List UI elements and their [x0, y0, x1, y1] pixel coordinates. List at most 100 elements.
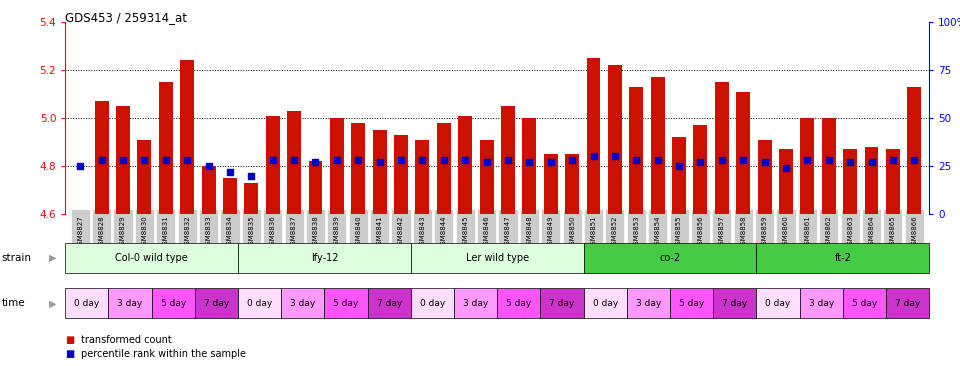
- Bar: [757, 140, 772, 214]
- Point: [821, 157, 836, 163]
- Text: 7 day: 7 day: [895, 299, 921, 308]
- Bar: [308, 161, 323, 214]
- Bar: [330, 118, 344, 214]
- Text: 3 day: 3 day: [636, 299, 661, 308]
- Point: [350, 157, 366, 163]
- Text: 3 day: 3 day: [290, 299, 316, 308]
- Text: 0 day: 0 day: [592, 299, 618, 308]
- Bar: [351, 123, 365, 214]
- Bar: [180, 60, 194, 214]
- Text: 0 day: 0 day: [74, 299, 100, 308]
- Bar: [780, 149, 793, 214]
- Point: [286, 157, 301, 163]
- Text: 3 day: 3 day: [463, 299, 489, 308]
- Text: 3 day: 3 day: [808, 299, 834, 308]
- Bar: [801, 118, 814, 214]
- Text: 5 day: 5 day: [852, 299, 877, 308]
- Text: 5 day: 5 day: [506, 299, 532, 308]
- Text: ■: ■: [65, 335, 75, 345]
- Point: [800, 157, 815, 163]
- Point: [671, 163, 686, 169]
- Point: [329, 157, 345, 163]
- Text: ft-2: ft-2: [834, 253, 852, 263]
- Point: [158, 157, 174, 163]
- Bar: [202, 166, 215, 214]
- Bar: [287, 111, 301, 214]
- Point: [756, 159, 772, 165]
- Text: co-2: co-2: [660, 253, 681, 263]
- Point: [94, 157, 109, 163]
- Bar: [886, 149, 900, 214]
- Point: [415, 157, 430, 163]
- Point: [458, 157, 473, 163]
- Text: time: time: [2, 298, 26, 309]
- Bar: [158, 82, 173, 214]
- Bar: [907, 87, 922, 214]
- Bar: [480, 140, 493, 214]
- Text: 7 day: 7 day: [204, 299, 229, 308]
- Text: 5 day: 5 day: [679, 299, 705, 308]
- Point: [564, 157, 580, 163]
- Bar: [501, 106, 515, 214]
- Point: [586, 154, 601, 160]
- Bar: [395, 135, 408, 214]
- Point: [372, 159, 387, 165]
- Bar: [416, 140, 429, 214]
- Point: [394, 157, 409, 163]
- Bar: [651, 77, 664, 214]
- Text: 7 day: 7 day: [549, 299, 575, 308]
- Point: [500, 157, 516, 163]
- Bar: [95, 101, 108, 214]
- Bar: [693, 125, 708, 214]
- Bar: [736, 92, 750, 214]
- Bar: [245, 183, 258, 214]
- Text: 7 day: 7 day: [722, 299, 748, 308]
- Point: [115, 157, 131, 163]
- Bar: [822, 118, 836, 214]
- Point: [308, 159, 324, 165]
- Bar: [458, 116, 472, 214]
- Bar: [266, 116, 279, 214]
- Text: 5 day: 5 day: [333, 299, 359, 308]
- Text: percentile rank within the sample: percentile rank within the sample: [81, 348, 246, 359]
- Bar: [565, 154, 579, 214]
- Text: 0 day: 0 day: [247, 299, 273, 308]
- Bar: [137, 140, 152, 214]
- Bar: [865, 147, 878, 214]
- Text: strain: strain: [2, 253, 32, 263]
- Point: [136, 157, 152, 163]
- Point: [201, 163, 216, 169]
- Bar: [372, 130, 387, 214]
- Text: GDS453 / 259314_at: GDS453 / 259314_at: [65, 11, 187, 24]
- Point: [73, 163, 88, 169]
- Point: [714, 157, 730, 163]
- Point: [223, 169, 238, 175]
- Point: [843, 159, 858, 165]
- Text: ■: ■: [65, 348, 75, 359]
- Bar: [630, 87, 643, 214]
- Text: ▶: ▶: [49, 253, 57, 263]
- Text: 5 day: 5 day: [160, 299, 186, 308]
- Point: [650, 157, 665, 163]
- Point: [543, 159, 559, 165]
- Point: [436, 157, 451, 163]
- Point: [521, 159, 537, 165]
- Text: Ler wild type: Ler wild type: [466, 253, 529, 263]
- Bar: [672, 137, 686, 214]
- Point: [608, 154, 623, 160]
- Point: [479, 159, 494, 165]
- Point: [779, 165, 794, 171]
- Point: [693, 159, 708, 165]
- Text: 0 day: 0 day: [765, 299, 791, 308]
- Bar: [116, 106, 130, 214]
- Point: [864, 159, 879, 165]
- Text: ▶: ▶: [49, 298, 57, 309]
- Text: 3 day: 3 day: [117, 299, 143, 308]
- Bar: [608, 65, 622, 214]
- Point: [265, 157, 280, 163]
- Text: transformed count: transformed count: [81, 335, 172, 345]
- Bar: [522, 118, 537, 214]
- Point: [735, 157, 751, 163]
- Bar: [715, 82, 729, 214]
- Point: [180, 157, 195, 163]
